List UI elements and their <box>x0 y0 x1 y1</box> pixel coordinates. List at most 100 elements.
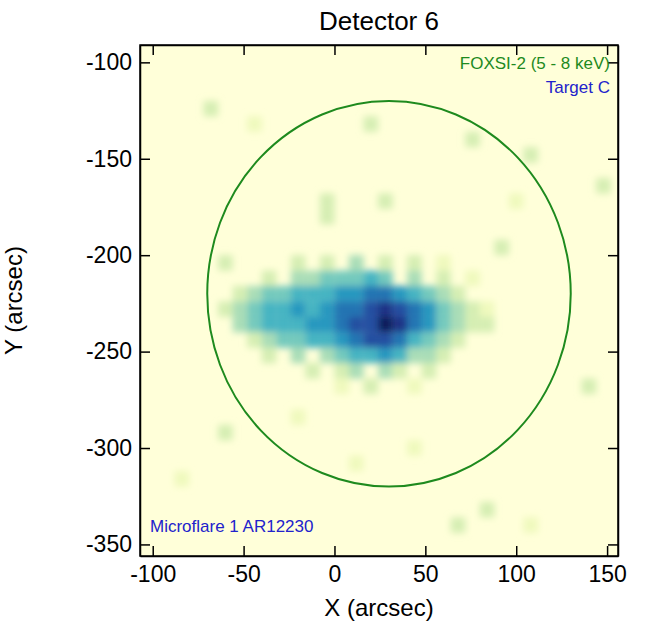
heatmap-cell <box>262 301 277 316</box>
heatmap-cell <box>436 286 451 301</box>
tick: 50 <box>413 546 439 587</box>
heatmap-cell <box>378 271 393 286</box>
heatmap-cell <box>291 348 306 363</box>
heatmap-cell <box>262 332 277 347</box>
tick-mark <box>608 544 618 546</box>
heatmap-cell <box>523 517 538 532</box>
tick-mark <box>608 159 618 161</box>
tick-label: -100 <box>130 561 176 587</box>
heatmap-cell <box>349 255 364 270</box>
heatmap-cell <box>364 116 379 131</box>
tick <box>608 544 618 545</box>
tick-label: -300 <box>86 435 132 461</box>
tick-mark <box>140 351 150 353</box>
tick <box>153 45 154 55</box>
heatmap-cell <box>582 379 597 394</box>
heatmap-cell <box>480 502 495 517</box>
tick-mark <box>607 546 609 556</box>
heatmap-cell <box>494 240 509 255</box>
tick-mark <box>140 448 150 450</box>
y-axis-title: Y (arcsec) <box>0 246 27 355</box>
tick-mark <box>608 255 618 257</box>
tick-mark <box>152 546 154 556</box>
tick <box>608 159 618 160</box>
heatmap-cell <box>364 286 379 301</box>
heatmap-cell <box>407 317 422 332</box>
heatmap-cell <box>291 271 306 286</box>
heatmap-cell <box>247 116 262 131</box>
heatmap-cell <box>334 271 349 286</box>
heatmap-cell <box>465 271 480 286</box>
heatmap-cell <box>393 363 408 378</box>
tick-mark <box>140 544 150 546</box>
heatmap-cell <box>247 301 262 316</box>
heatmap-cell <box>436 317 451 332</box>
heatmap-cell <box>407 271 422 286</box>
tick-mark <box>152 45 154 55</box>
tick: -350 <box>86 531 150 557</box>
tick <box>244 45 245 55</box>
heatmap-cell <box>378 301 393 316</box>
heatmap-cell <box>305 317 320 332</box>
tick: -100 <box>130 546 176 587</box>
heatmap-cell <box>422 363 437 378</box>
heatmap-cell <box>378 363 393 378</box>
heatmap-cell <box>451 332 466 347</box>
heatmap-cell <box>233 301 248 316</box>
heatmap-cell <box>422 301 437 316</box>
annotation: Microflare 1 AR12230 <box>150 517 313 536</box>
heatmap-cell <box>596 178 611 193</box>
axis-line <box>618 46 620 557</box>
tick: -50 <box>227 546 260 587</box>
tick-label: 50 <box>413 561 439 587</box>
tick-mark <box>140 159 150 161</box>
heatmap-cell <box>451 301 466 316</box>
heatmap-cell <box>364 348 379 363</box>
tick <box>608 352 618 353</box>
heatmap-cell <box>305 301 320 316</box>
heatmap-cell <box>364 317 379 332</box>
tick-mark <box>140 255 150 257</box>
heatmap-cell <box>349 363 364 378</box>
heatmap-cell <box>349 317 364 332</box>
heatmap-cell <box>320 317 335 332</box>
annotation: Target C <box>546 78 610 97</box>
heatmap-cell <box>276 286 291 301</box>
heatmap-cell <box>422 332 437 347</box>
heatmap-cell <box>291 301 306 316</box>
heatmap-cell <box>334 332 349 347</box>
tick: 0 <box>329 546 342 587</box>
heatmap-cell <box>247 286 262 301</box>
heatmap-cell <box>407 440 422 455</box>
tick-label: -200 <box>86 242 132 268</box>
x-axis-title: X (arcsec) <box>324 594 433 621</box>
tick-mark <box>334 546 336 556</box>
y-axis: -350-300-250-200-150-100 <box>86 46 150 558</box>
heatmap-cell <box>364 379 379 394</box>
heatmap-cell <box>262 317 277 332</box>
plot-frame <box>140 45 618 556</box>
chart-title: Detector 6 <box>319 6 439 36</box>
tick-label: 150 <box>588 561 626 587</box>
heatmap-cell <box>378 255 393 270</box>
heatmap-cell <box>320 286 335 301</box>
axis-line <box>141 556 619 558</box>
heatmap-cell <box>451 286 466 301</box>
heatmap-cell <box>393 301 408 316</box>
heatmap-cell <box>407 301 422 316</box>
plot-area <box>175 101 611 533</box>
axis-line <box>140 46 142 557</box>
heatmap-cell <box>349 332 364 347</box>
heatmap-cell <box>262 271 277 286</box>
heatmap-cell <box>364 301 379 316</box>
heatmap-cell <box>175 471 190 486</box>
heatmap-cell <box>422 286 437 301</box>
tick-mark <box>425 546 427 556</box>
heatmap-cell <box>291 409 306 424</box>
heatmap-cell <box>393 286 408 301</box>
heatmap-cell <box>378 348 393 363</box>
heatmap-cell <box>305 363 320 378</box>
heatmap-cell <box>218 425 233 440</box>
heatmap-cell <box>247 317 262 332</box>
heatmap-cell <box>247 332 262 347</box>
